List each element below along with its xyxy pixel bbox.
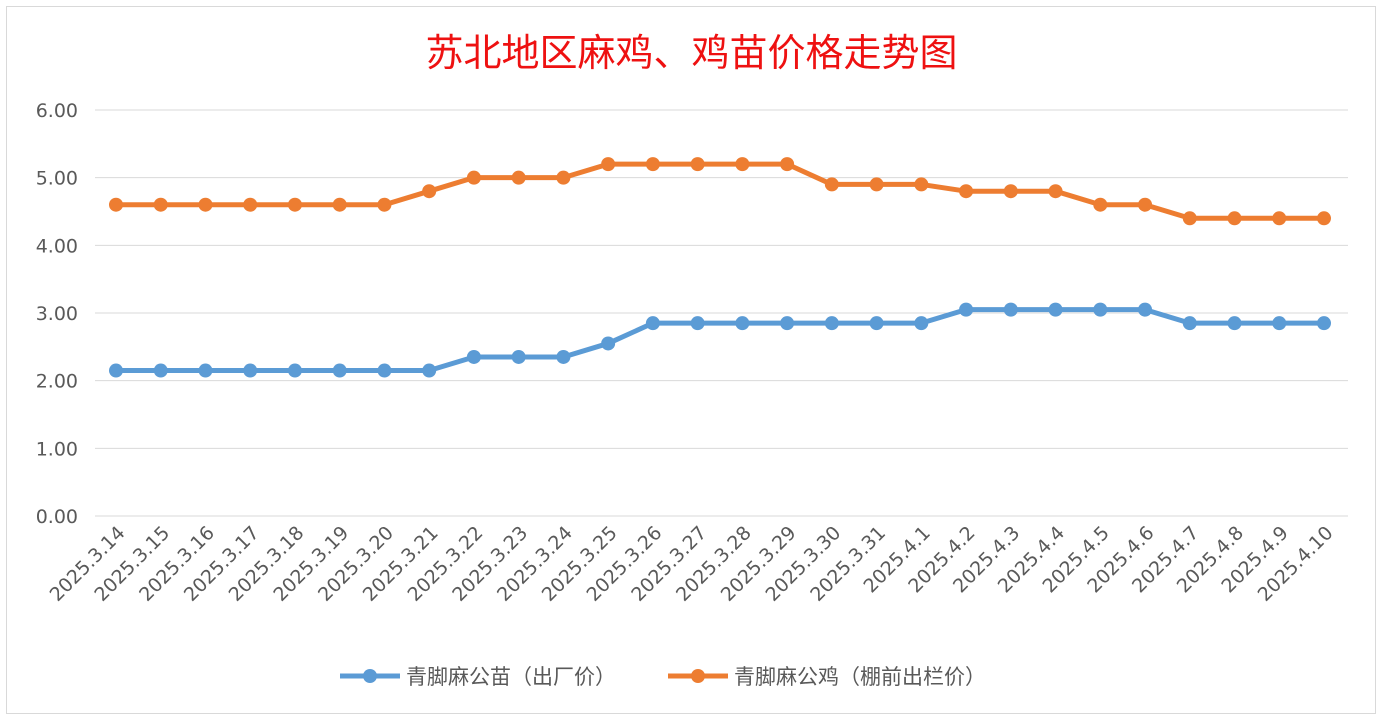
data-point	[198, 363, 213, 378]
data-point	[1048, 184, 1063, 199]
y-tick-label: 3.00	[36, 303, 78, 325]
legend-marker	[691, 669, 705, 683]
data-point	[511, 349, 526, 364]
data-point	[824, 177, 839, 192]
data-point	[1003, 184, 1018, 199]
y-tick-label: 0.00	[36, 506, 78, 528]
data-point	[511, 170, 526, 185]
y-tick-label: 2.00	[36, 371, 78, 393]
data-point	[466, 170, 481, 185]
data-point	[198, 197, 213, 212]
data-point	[153, 197, 168, 212]
data-point	[1227, 211, 1242, 226]
data-point	[735, 157, 750, 172]
data-point	[377, 363, 392, 378]
y-tick-label: 5.00	[36, 168, 78, 190]
data-point	[153, 363, 168, 378]
chart-frame	[6, 6, 1376, 714]
y-tick-label: 4.00	[36, 235, 78, 257]
data-point	[959, 184, 974, 199]
series-1	[109, 302, 1331, 378]
data-point	[601, 157, 616, 172]
data-point	[690, 316, 705, 331]
data-point	[690, 157, 705, 172]
data-point	[466, 349, 481, 364]
data-point	[1182, 211, 1197, 226]
x-axis-labels: 2025.3.142025.3.152025.3.162025.3.172025…	[46, 522, 1338, 606]
data-point	[1182, 316, 1197, 331]
data-point	[243, 363, 258, 378]
data-point	[959, 302, 974, 317]
data-point	[556, 349, 571, 364]
series-line	[116, 307, 1324, 374]
data-point	[1138, 197, 1153, 212]
data-point	[914, 316, 929, 331]
data-point	[1093, 302, 1108, 317]
legend-marker	[363, 669, 377, 683]
legend-label: 青脚麻公鸡（棚前出栏价）	[734, 665, 986, 689]
data-point	[243, 197, 258, 212]
data-point	[287, 197, 302, 212]
data-point	[914, 177, 929, 192]
data-point	[377, 197, 392, 212]
data-point	[645, 316, 660, 331]
data-point	[422, 363, 437, 378]
legend-item: 青脚麻公鸡（棚前出栏价）	[668, 665, 986, 689]
chart-title: 苏北地区麻鸡、鸡苗价格走势图	[425, 31, 958, 75]
legend-item: 青脚麻公苗（出厂价）	[340, 665, 616, 689]
series-2	[109, 157, 1331, 226]
data-point	[780, 316, 795, 331]
data-point	[1048, 302, 1063, 317]
data-point	[109, 363, 123, 378]
legend-label: 青脚麻公苗（出厂价）	[406, 665, 616, 689]
series-line	[116, 161, 1324, 221]
data-point	[824, 316, 839, 331]
data-point	[645, 157, 660, 172]
data-point	[601, 336, 616, 351]
data-point	[1227, 316, 1242, 331]
y-tick-label: 1.00	[36, 438, 78, 460]
data-point	[422, 184, 437, 199]
data-point	[735, 316, 750, 331]
data-point	[1272, 316, 1287, 331]
data-point	[1317, 211, 1331, 226]
y-tick-label: 6.00	[36, 100, 78, 122]
data-point	[1317, 316, 1331, 331]
data-point	[1003, 302, 1018, 317]
data-point	[332, 363, 347, 378]
data-point	[556, 170, 571, 185]
data-point	[1138, 302, 1153, 317]
data-point	[332, 197, 347, 212]
data-point	[869, 177, 884, 192]
data-point	[287, 363, 302, 378]
y-axis-labels: 0.00 1.00 2.00 3.00 4.00 5.00 6.00	[36, 100, 78, 528]
data-point	[869, 316, 884, 331]
data-point	[109, 197, 123, 212]
data-point	[1093, 197, 1108, 212]
data-point	[780, 157, 795, 172]
data-point	[1272, 211, 1287, 226]
legend: 青脚麻公苗（出厂价） 青脚麻公鸡（棚前出栏价）	[340, 665, 986, 689]
series-group	[109, 157, 1331, 378]
